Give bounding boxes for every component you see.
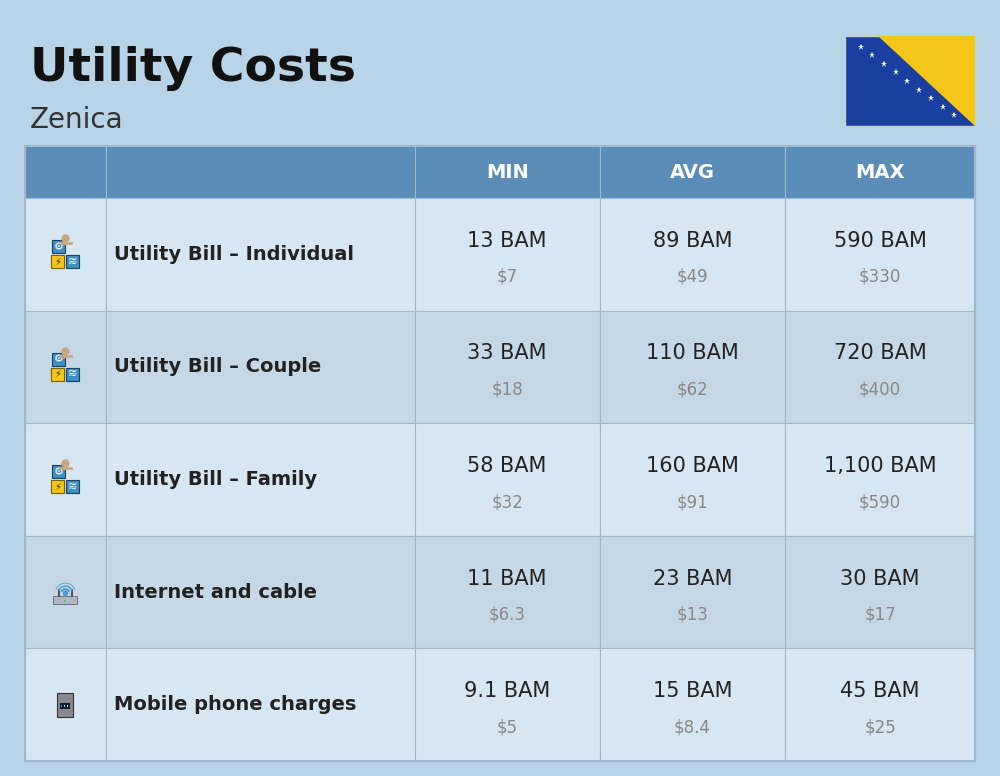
Bar bbox=[106, 535, 415, 649]
Text: 110 BAM: 110 BAM bbox=[646, 344, 739, 363]
Text: AVG: AVG bbox=[670, 162, 715, 182]
Bar bbox=[600, 649, 785, 761]
Bar bbox=[52, 241, 65, 253]
Bar bbox=[415, 535, 600, 649]
Text: ⚡: ⚡ bbox=[54, 482, 61, 492]
Bar bbox=[25, 649, 106, 761]
Text: $590: $590 bbox=[859, 493, 901, 511]
Bar bbox=[25, 423, 106, 535]
Bar bbox=[845, 36, 975, 126]
Bar bbox=[66, 255, 79, 268]
Bar bbox=[25, 535, 106, 649]
Text: 15 BAM: 15 BAM bbox=[653, 681, 732, 702]
Text: Utility Costs: Utility Costs bbox=[30, 46, 356, 91]
Bar bbox=[51, 255, 64, 268]
Text: Zenica: Zenica bbox=[30, 106, 124, 134]
Text: 89 BAM: 89 BAM bbox=[653, 230, 732, 251]
Text: ⚙: ⚙ bbox=[54, 242, 64, 251]
Bar bbox=[785, 423, 975, 535]
Text: 720 BAM: 720 BAM bbox=[834, 344, 926, 363]
Text: $91: $91 bbox=[676, 493, 708, 511]
Text: ≋: ≋ bbox=[68, 256, 77, 266]
Bar bbox=[25, 146, 106, 198]
Bar bbox=[106, 146, 415, 198]
Bar bbox=[415, 423, 600, 535]
Text: $8.4: $8.4 bbox=[674, 719, 711, 736]
Text: 30 BAM: 30 BAM bbox=[840, 569, 920, 588]
Text: 33 BAM: 33 BAM bbox=[467, 344, 547, 363]
Text: $62: $62 bbox=[676, 380, 708, 398]
Bar bbox=[785, 535, 975, 649]
Text: 23 BAM: 23 BAM bbox=[653, 569, 732, 588]
Bar bbox=[106, 198, 415, 310]
Bar bbox=[600, 198, 785, 310]
Bar bbox=[25, 146, 975, 761]
Text: 160 BAM: 160 BAM bbox=[646, 456, 739, 476]
Bar bbox=[52, 353, 65, 366]
Bar bbox=[25, 310, 106, 423]
Bar bbox=[600, 423, 785, 535]
Text: 1,100 BAM: 1,100 BAM bbox=[824, 456, 936, 476]
Text: $330: $330 bbox=[859, 268, 901, 286]
Text: $18: $18 bbox=[491, 380, 523, 398]
Bar bbox=[57, 693, 73, 717]
Bar bbox=[415, 146, 600, 198]
Text: 590 BAM: 590 BAM bbox=[834, 230, 926, 251]
Bar bbox=[25, 198, 106, 310]
Text: 58 BAM: 58 BAM bbox=[467, 456, 547, 476]
Text: ⚙: ⚙ bbox=[54, 355, 64, 365]
Bar bbox=[52, 466, 65, 479]
Bar bbox=[600, 310, 785, 423]
Text: ⚙: ⚙ bbox=[54, 467, 64, 477]
Text: 13 BAM: 13 BAM bbox=[467, 230, 547, 251]
Bar bbox=[64, 600, 66, 602]
Bar bbox=[415, 198, 600, 310]
Bar bbox=[60, 702, 70, 708]
Bar bbox=[600, 146, 785, 198]
Text: $49: $49 bbox=[677, 268, 708, 286]
Text: 11 BAM: 11 BAM bbox=[467, 569, 547, 588]
Polygon shape bbox=[878, 36, 975, 126]
Bar bbox=[51, 480, 64, 494]
Bar bbox=[106, 649, 415, 761]
Text: $7: $7 bbox=[497, 268, 518, 286]
Text: 45 BAM: 45 BAM bbox=[840, 681, 920, 702]
Text: ⚡: ⚡ bbox=[54, 256, 61, 266]
Bar bbox=[415, 649, 600, 761]
Text: $25: $25 bbox=[864, 719, 896, 736]
Text: $5: $5 bbox=[497, 719, 518, 736]
Bar bbox=[785, 146, 975, 198]
Bar bbox=[785, 198, 975, 310]
Bar bbox=[51, 368, 64, 380]
Text: $32: $32 bbox=[491, 493, 523, 511]
Bar bbox=[600, 535, 785, 649]
Text: 9.1 BAM: 9.1 BAM bbox=[464, 681, 550, 702]
Text: $400: $400 bbox=[859, 380, 901, 398]
Text: Utility Bill – Family: Utility Bill – Family bbox=[114, 470, 317, 489]
Bar bbox=[66, 480, 79, 494]
Bar bbox=[66, 368, 79, 380]
Text: Utility Bill – Couple: Utility Bill – Couple bbox=[114, 358, 321, 376]
Bar bbox=[106, 310, 415, 423]
Text: ≋: ≋ bbox=[68, 369, 77, 379]
Text: ⚡: ⚡ bbox=[54, 369, 61, 379]
Text: ≋: ≋ bbox=[68, 482, 77, 492]
Bar bbox=[53, 596, 77, 605]
Bar bbox=[785, 649, 975, 761]
Text: $17: $17 bbox=[864, 605, 896, 624]
Text: Internet and cable: Internet and cable bbox=[114, 583, 317, 601]
Bar bbox=[785, 310, 975, 423]
Text: Mobile phone charges: Mobile phone charges bbox=[114, 695, 356, 714]
Text: MAX: MAX bbox=[855, 162, 905, 182]
Text: Utility Bill – Individual: Utility Bill – Individual bbox=[114, 244, 354, 264]
Text: MIN: MIN bbox=[486, 162, 528, 182]
Bar bbox=[106, 423, 415, 535]
Text: $6.3: $6.3 bbox=[489, 605, 526, 624]
Text: $13: $13 bbox=[676, 605, 708, 624]
Bar bbox=[415, 310, 600, 423]
